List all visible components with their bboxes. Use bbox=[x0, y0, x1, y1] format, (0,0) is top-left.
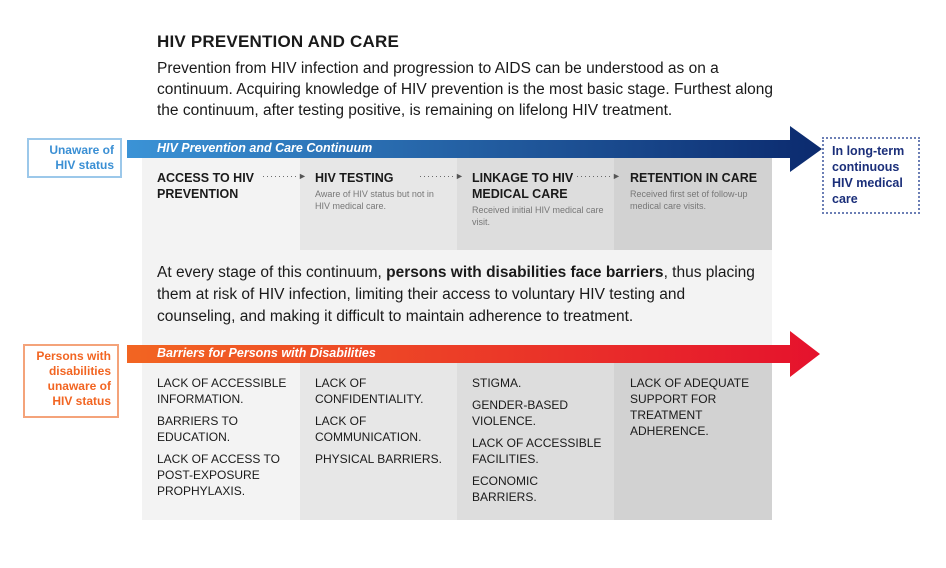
barrier-item: LACK OF ACCESSIBLE INFORMATION. bbox=[157, 376, 287, 406]
stage-title: HIV TESTING bbox=[315, 171, 394, 185]
emphasis: persons with disabilities face barriers bbox=[386, 264, 664, 281]
stage-description: Aware of HIV status but not in HIV medic… bbox=[315, 189, 434, 211]
stage-column-1 bbox=[142, 158, 300, 250]
stage-title: LINKAGE TO HIV MEDICAL CARE bbox=[472, 171, 574, 201]
barrier-list-2: LACK OF CONFIDENTIALITY. LACK OF COMMUNI… bbox=[315, 375, 445, 473]
intro-paragraph: Prevention from HIV infection and progre… bbox=[157, 60, 774, 119]
stage-title: ACCESS TO HIV PREVENTION bbox=[157, 171, 255, 201]
middle-band bbox=[142, 250, 772, 345]
barrier-item: PHYSICAL BARRIERS. bbox=[315, 452, 442, 466]
dotted-arrow-icon: ·········► bbox=[576, 171, 622, 181]
barrier-column-3 bbox=[457, 362, 614, 520]
barrier-item: LACK OF ACCESS TO POST-EXPOSURE PROPHYLA… bbox=[157, 452, 280, 498]
barrier-item: LACK OF ADEQUATE SUPPORT FOR TREATMENT A… bbox=[630, 376, 750, 438]
page-title: HIV PREVENTION AND CARE bbox=[157, 32, 399, 51]
start-box-disabilities: Persons with disabilities unaware of HIV… bbox=[23, 344, 119, 418]
barriers-bar: Barriers for Persons with Disabilities bbox=[127, 345, 527, 364]
barrier-list-3: STIGMA. GENDER-BASED VIOLENCE. LACK OF A… bbox=[472, 375, 602, 511]
continuum-arrow bbox=[127, 126, 822, 172]
continuum-label: HIV Prevention and Care Continuum bbox=[157, 141, 373, 155]
barrier-item: BARRIERS TO EDUCATION. bbox=[157, 414, 238, 444]
stage-description: Received first set of follow-up medical … bbox=[630, 189, 748, 211]
dotted-arrow-icon: ·········► bbox=[419, 171, 465, 181]
barrier-item: LACK OF CONFIDENTIALITY. bbox=[315, 376, 424, 406]
end-box-long-term-care: In long-term continuous HIV medical care bbox=[822, 137, 920, 214]
stage-column-2 bbox=[300, 158, 457, 250]
barrier-column-2 bbox=[300, 362, 457, 520]
stage-description: Received initial HIV medical care visit. bbox=[472, 205, 604, 227]
stage-column-4 bbox=[614, 158, 772, 250]
barrier-list-4: LACK OF ADEQUATE SUPPORT FOR TREATMENT A… bbox=[630, 375, 755, 445]
barrier-column-4 bbox=[614, 362, 772, 520]
dotted-arrow-icon: ·········► bbox=[262, 171, 308, 181]
barrier-item: STIGMA. bbox=[472, 376, 522, 390]
barrier-column-1 bbox=[142, 362, 300, 520]
stage-title: RETENTION IN CARE bbox=[630, 171, 758, 185]
barriers-label: Barriers for Persons with Disabilities bbox=[157, 346, 376, 360]
start-box-unaware: Unaware of HIV status bbox=[27, 138, 122, 178]
barrier-item: LACK OF COMMUNICATION. bbox=[315, 414, 422, 444]
barrier-item: LACK OF ACCESSIBLE FACILITIES. bbox=[472, 436, 602, 466]
barrier-item: ECONOMIC BARRIERS. bbox=[472, 474, 538, 504]
barriers-arrow bbox=[127, 331, 820, 377]
stage-column-3 bbox=[457, 158, 614, 250]
barriers-paragraph: At every stage of this continuum, person… bbox=[157, 264, 755, 325]
continuum-bar: HIV Prevention and Care Continuum bbox=[127, 140, 527, 159]
barrier-item: GENDER-BASED VIOLENCE. bbox=[472, 398, 569, 428]
barrier-list-1: LACK OF ACCESSIBLE INFORMATION. BARRIERS… bbox=[157, 375, 292, 505]
